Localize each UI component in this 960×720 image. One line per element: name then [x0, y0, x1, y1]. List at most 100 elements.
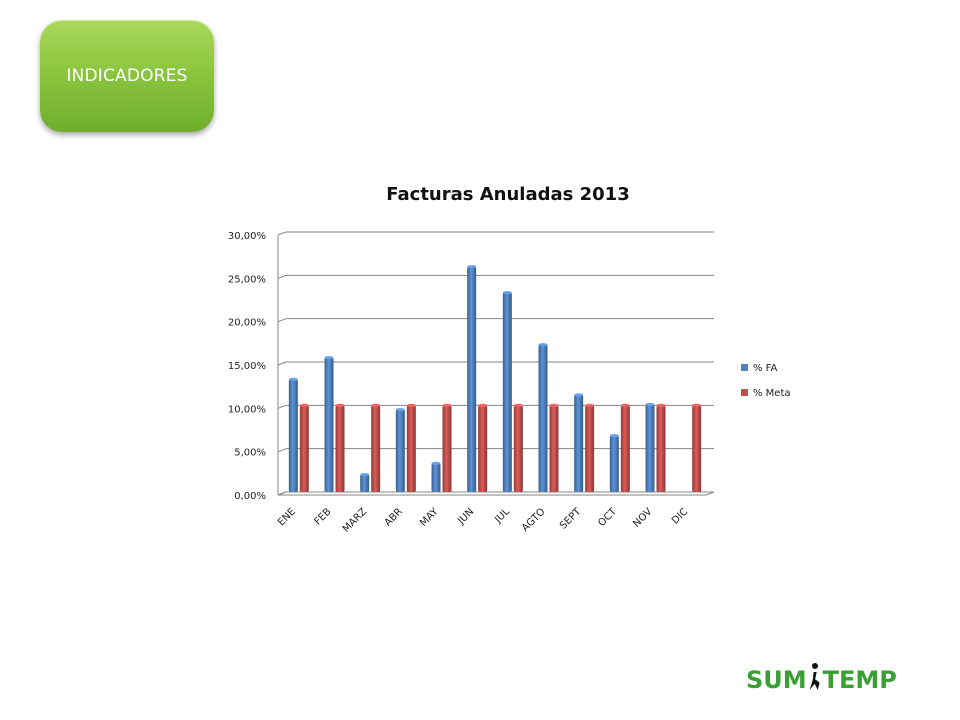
bar-fa — [360, 473, 370, 492]
bar-cap — [371, 403, 381, 407]
bar-body — [656, 405, 666, 492]
legend-swatch — [741, 364, 748, 371]
bar-body — [645, 404, 655, 492]
bar-meta — [371, 403, 381, 492]
gridline-depth — [277, 318, 287, 323]
bar-cap — [335, 403, 345, 407]
bar-fa — [395, 408, 405, 492]
gridline-depth — [277, 231, 287, 236]
bar-meta — [656, 403, 666, 492]
bar-body — [431, 463, 441, 492]
bar-cap — [585, 403, 595, 407]
gridline-depth — [277, 361, 287, 366]
gridline-depth — [277, 448, 287, 453]
bar-meta — [585, 403, 595, 492]
bar-fa — [288, 377, 298, 492]
chart-title: Facturas Anuladas 2013 — [386, 184, 630, 205]
bar-body — [478, 405, 488, 492]
bar-meta — [442, 403, 452, 492]
bar-cap — [538, 343, 548, 347]
x-tick-label: DIC — [670, 506, 690, 526]
x-tick-label: NOV — [631, 506, 654, 529]
bar-fa — [538, 343, 548, 492]
y-tick-label: 10,00% — [228, 404, 266, 415]
gridline-depth — [277, 404, 287, 409]
bar-cap — [299, 403, 309, 407]
y-tick-label: 0,00% — [234, 491, 266, 502]
bar-cap — [406, 403, 416, 407]
x-tick-label: SEPT — [558, 506, 584, 532]
bar-body — [442, 405, 452, 492]
bar-body — [360, 474, 370, 492]
bar-meta — [406, 403, 416, 492]
legend-label: % Meta — [753, 388, 791, 399]
bar-body — [609, 435, 619, 492]
bar-fa — [645, 402, 655, 492]
bar-body — [549, 405, 559, 492]
gridline-depth — [277, 274, 287, 279]
bar-fa — [502, 291, 512, 492]
bar-body — [324, 357, 334, 492]
bar-cap — [645, 402, 655, 407]
bar-meta — [335, 403, 345, 492]
bar-body — [585, 405, 595, 492]
bar-meta — [299, 403, 309, 492]
bar-body — [335, 405, 345, 492]
bar-body — [395, 409, 405, 492]
badge-label: INDICADORES — [66, 66, 188, 86]
bar-cap — [513, 403, 523, 407]
bar-body — [299, 405, 309, 492]
bar-body — [513, 405, 523, 492]
bar-body — [538, 344, 548, 492]
bar-fa — [609, 434, 619, 492]
bar-body — [406, 405, 416, 492]
bar-cap — [395, 408, 405, 412]
bar-cap — [549, 403, 559, 407]
y-tick-label: 15,00% — [228, 361, 266, 372]
logo-text-left: SUM — [746, 666, 807, 694]
x-tick-label: AGTO — [520, 506, 548, 534]
bar-fa — [324, 356, 334, 492]
legend-label: % FA — [753, 363, 778, 374]
bar-meta — [478, 403, 488, 492]
bar-body — [467, 266, 477, 492]
y-tick-label: 5,00% — [234, 448, 266, 459]
bar-cap — [431, 461, 441, 465]
bar-body — [574, 394, 584, 492]
x-tick-label: JUL — [492, 506, 512, 526]
x-tick-label: JUN — [455, 506, 476, 527]
bar-cap — [574, 393, 584, 397]
bar-cap — [360, 473, 370, 477]
bar-meta — [513, 403, 523, 492]
bar-cap — [620, 403, 630, 407]
y-tick-label: 25,00% — [228, 274, 266, 285]
logo-text-right: TEMP — [822, 666, 897, 694]
bar-cap — [288, 377, 298, 381]
x-tick-label: ENE — [276, 506, 298, 528]
y-tick-label: 20,00% — [228, 318, 266, 329]
bar-cap — [324, 356, 334, 360]
bar-body — [692, 405, 702, 492]
bar-cap — [478, 403, 488, 407]
x-tick-label: ABR — [383, 506, 405, 528]
bar-body — [620, 405, 630, 492]
gridline-depth — [277, 491, 287, 496]
bar-meta — [620, 403, 630, 492]
person-icon — [808, 663, 822, 693]
bar-cap — [442, 403, 452, 407]
bar-cap — [467, 265, 477, 269]
bar-body — [288, 379, 298, 492]
x-tick-label: MAY — [418, 506, 441, 529]
bar-cap — [656, 403, 666, 407]
indicadores-badge: INDICADORES — [40, 20, 214, 132]
bar-body — [502, 292, 512, 492]
x-tick-label: OCT — [596, 506, 619, 529]
legend-swatch — [741, 389, 748, 396]
bar-fa — [574, 393, 584, 492]
sumitemp-logo: SUM TEMP — [746, 663, 897, 694]
bar-cap — [609, 434, 619, 438]
bar-meta — [692, 403, 702, 492]
bar-meta — [549, 403, 559, 492]
x-tick-label: MARZ — [341, 506, 370, 535]
